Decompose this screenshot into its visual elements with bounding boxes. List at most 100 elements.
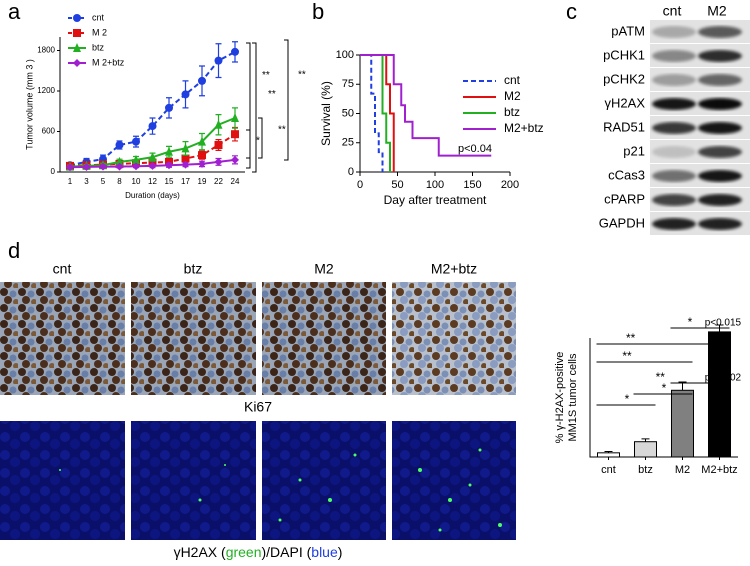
x-tick-label: cnt	[601, 464, 616, 476]
blot-band	[652, 26, 696, 38]
x-tick-label: 1	[68, 177, 73, 186]
marker	[231, 113, 239, 122]
x-tick-label: 50	[391, 179, 403, 191]
blot-row-label: pCHK1	[603, 47, 645, 62]
marker	[73, 29, 81, 37]
blot-band	[698, 146, 742, 158]
marker	[198, 151, 206, 160]
blot-row-label: pCHK2	[603, 71, 645, 86]
blot-row-label: GAPDH	[599, 215, 645, 230]
marker	[165, 103, 173, 112]
legend-label: M2+btz	[504, 121, 544, 135]
survival-line	[360, 54, 384, 172]
marker	[73, 14, 81, 22]
x-axis-label: Day after treatment	[384, 193, 487, 207]
marker	[181, 143, 190, 153]
y-axis-label: % γ-H2AX-positive	[554, 352, 566, 444]
micro-row-label: Ki67	[244, 399, 272, 415]
x-tick-label: 0	[357, 179, 363, 191]
marker	[148, 152, 157, 162]
marker	[73, 43, 81, 52]
x-tick-label: 19	[198, 177, 207, 186]
marker	[214, 56, 223, 65]
blot-band	[652, 218, 696, 230]
bar	[597, 452, 620, 458]
survival-line	[360, 54, 492, 157]
marker	[82, 162, 91, 171]
marker	[132, 154, 140, 164]
annotation: *	[625, 392, 630, 406]
y-tick-label: 0	[51, 167, 56, 176]
marker	[148, 122, 157, 131]
bar	[708, 331, 731, 458]
blot-band	[652, 74, 696, 86]
x-tick-label: M2+btz	[701, 464, 737, 476]
x-tick-label: 3	[84, 177, 89, 186]
blot-col: cnt	[663, 3, 682, 19]
legend-label: M2	[504, 89, 521, 103]
legend-label: M 2	[92, 27, 107, 37]
panel-label: a	[8, 0, 21, 24]
x-tick-label: 24	[231, 177, 240, 186]
blot-band	[698, 194, 742, 206]
y-axis-label: MM1S tumor cells	[567, 353, 579, 442]
marker	[115, 141, 124, 149]
blot-row-label: cCas3	[608, 167, 645, 182]
marker	[231, 155, 239, 164]
marker	[115, 156, 124, 166]
marker	[214, 119, 223, 129]
micro-col: cnt	[53, 261, 72, 277]
blot-row-label: pATM	[611, 23, 645, 38]
marker	[181, 160, 190, 169]
x-axis-label: Duration (days)	[125, 191, 180, 200]
x-tick-label: btz	[638, 464, 653, 476]
marker	[181, 90, 190, 99]
blot-row-label: p21	[623, 143, 645, 158]
panel-label: b	[312, 0, 324, 24]
annotation: **	[268, 89, 276, 100]
bracket	[246, 129, 251, 169]
marker	[231, 47, 239, 56]
y-tick-label: 1200	[37, 86, 55, 95]
micro-col: M2+btz	[431, 261, 477, 277]
blot-band	[652, 146, 696, 158]
micro-col: btz	[184, 261, 203, 277]
blot-col: M2	[707, 3, 727, 19]
micro-col: M2	[314, 261, 334, 277]
micro-row-label: γH2AX (green)/DAPI (blue)	[174, 544, 343, 560]
x-tick-label: 8	[117, 177, 122, 186]
annotation: p<0.04	[458, 143, 492, 155]
blot-band	[698, 170, 742, 182]
legend-label: M 2+btz	[92, 57, 125, 67]
blot-band	[698, 122, 742, 134]
error-bar	[641, 438, 650, 442]
blot-band	[698, 218, 742, 230]
blot-band	[698, 50, 742, 62]
marker	[165, 161, 173, 170]
legend-label: cnt	[504, 73, 521, 87]
marker	[181, 154, 190, 163]
x-tick-label: 15	[165, 177, 174, 186]
micrographs	[0, 282, 516, 540]
blot-band	[698, 98, 742, 110]
x-tick-label: 10	[132, 177, 141, 186]
marker	[198, 159, 206, 168]
y-tick-label: 50	[342, 107, 354, 119]
x-tick-label: 12	[148, 177, 157, 186]
annotation: **	[622, 349, 632, 363]
blot-band	[652, 50, 696, 62]
annotation: p<0.015	[705, 318, 742, 329]
panel-label: d	[8, 238, 20, 263]
blot-band	[652, 98, 696, 110]
y-tick-label: 25	[342, 137, 354, 149]
x-tick-label: 150	[463, 179, 481, 191]
blot-band	[698, 26, 742, 38]
blot-row-label: RAD51	[603, 119, 645, 134]
annotation: *	[256, 136, 260, 147]
bracket	[246, 42, 251, 159]
marker	[214, 157, 223, 166]
y-tick-label: 100	[336, 49, 354, 61]
caption-part: )	[338, 544, 343, 560]
blot-band	[652, 170, 696, 182]
x-tick-label: 17	[181, 177, 190, 186]
